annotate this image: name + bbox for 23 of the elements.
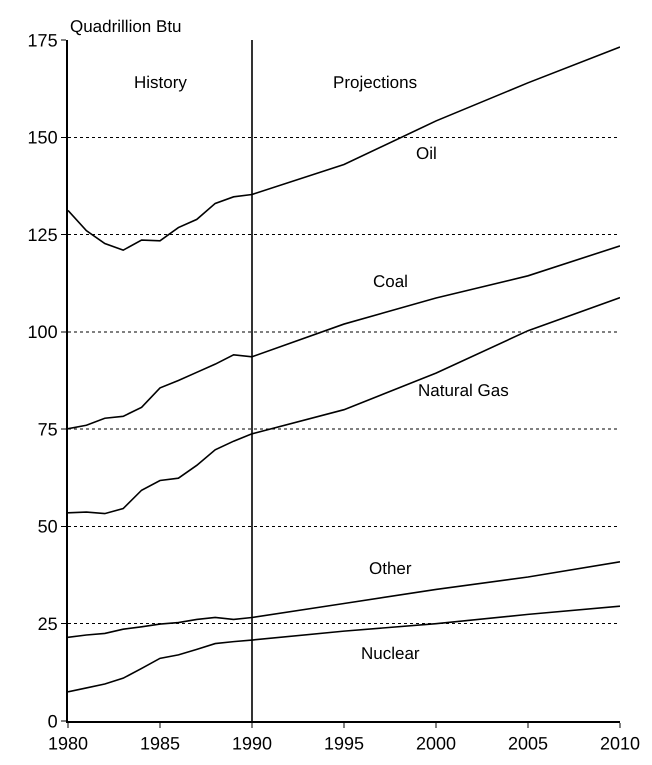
y-tick-label: 150 [28,128,58,148]
x-tick-label: 1980 [48,733,88,754]
y-tick-label: 125 [28,224,58,245]
x-tick-label: 2000 [416,733,456,754]
x-tick-label: 2010 [600,733,640,754]
y-tick-label: 175 [28,30,58,50]
series-label: Oil [416,144,437,163]
y-tick-label: 100 [28,322,58,342]
y-axis-title: Quadrillion Btu [70,17,182,36]
x-tick-label: 1995 [324,733,364,754]
series-label: Coal [373,272,408,291]
x-tick-label: 1990 [232,733,272,754]
series-label: Natural Gas [418,381,509,400]
y-tick-label: 75 [38,419,58,440]
annotation: History [134,73,188,92]
annotation: Projections [333,73,418,92]
y-tick-label: 50 [38,516,58,537]
x-tick-label: 1985 [140,733,180,754]
y-tick-label: 0 [48,711,58,732]
x-tick-label: 2005 [508,733,548,754]
series-label: Other [369,559,412,578]
series-label: Nuclear [361,644,420,663]
y-tick-label: 25 [38,614,58,634]
